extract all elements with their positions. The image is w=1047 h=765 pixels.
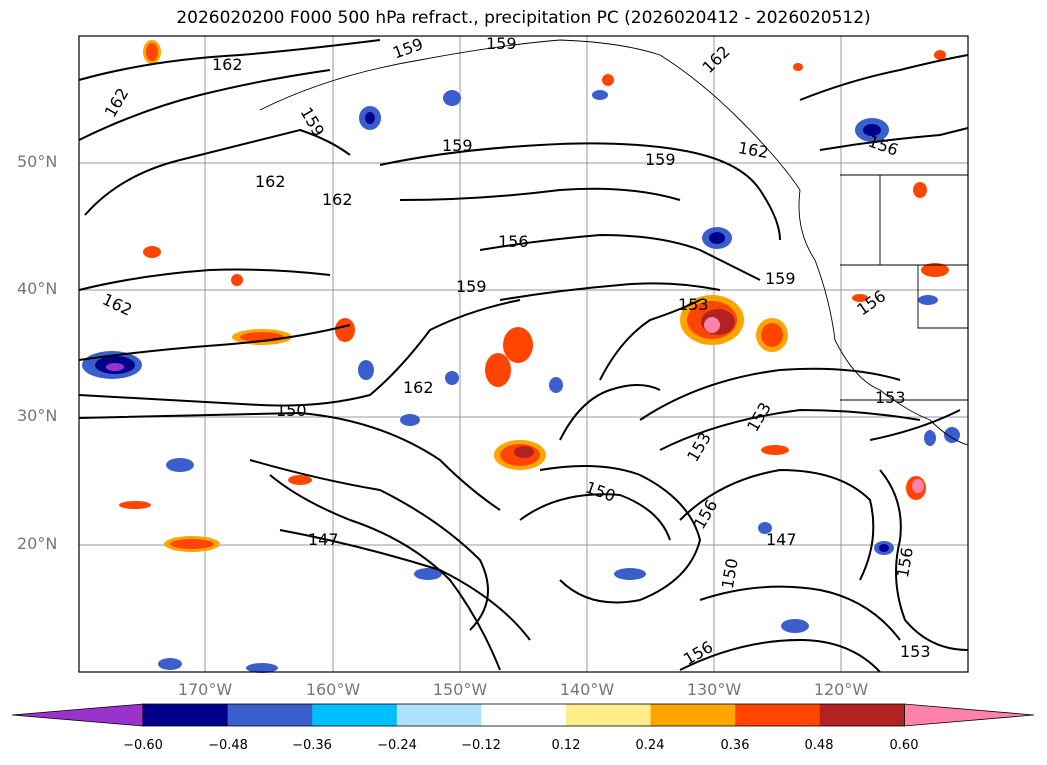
colorbar-tick-label: −0.36 (292, 738, 332, 753)
colorbar-tick-label: 0.48 (804, 738, 834, 753)
map-title: 2026020200 F000 500 hPa refract., precip… (176, 8, 871, 28)
colorbar-segment (650, 704, 736, 726)
lon-label: 130°W (686, 680, 742, 699)
colorbar-segment (396, 704, 482, 726)
contour-label: 150 (276, 401, 307, 420)
refractivity-contours (78, 39, 969, 673)
colorbar-tick-label: 0.12 (551, 738, 581, 753)
colorbar-segment (227, 704, 313, 726)
colorbar-segment (566, 704, 652, 726)
lon-label: 170°W (177, 680, 233, 699)
colorbar-segment (735, 704, 821, 726)
contour-label: 159 (486, 34, 517, 53)
lat-label: 50°N (17, 152, 58, 171)
colorbar-tick-label: 0.36 (720, 738, 750, 753)
lat-label: 20°N (17, 534, 58, 553)
lon-label: 160°W (305, 680, 361, 699)
contour-label: 162 (212, 55, 243, 74)
contour-label: 153 (678, 295, 709, 314)
contour-label: 147 (766, 530, 797, 549)
contour-label: 156 (498, 232, 529, 251)
colorbar-segment (819, 704, 905, 726)
colorbar-segment (481, 704, 567, 726)
lon-label: 150°W (432, 680, 488, 699)
coastlines (259, 39, 969, 446)
colorbar (11, 703, 1035, 727)
contour-label: 153 (900, 642, 931, 661)
colorbar-segment (312, 704, 398, 726)
contour-label: 153 (875, 388, 906, 407)
lat-label: 30°N (17, 406, 58, 425)
colorbar-tick-label: −0.24 (377, 738, 417, 753)
contour-label: 159 (645, 150, 676, 169)
lon-label: 120°W (813, 680, 869, 699)
colorbar-segment (143, 704, 229, 726)
contour-label: 159 (442, 136, 473, 155)
colorbar-tick-label: −0.60 (123, 738, 163, 753)
colorbar-tick-label: −0.12 (461, 738, 501, 753)
lon-label: 140°W (559, 680, 615, 699)
lat-label: 40°N (17, 279, 58, 298)
precip-shading (82, 40, 960, 673)
colorbar-extend-high (904, 703, 1035, 727)
colorbar-border (142, 703, 905, 727)
contour-label: 159 (765, 269, 796, 288)
contour-label: 162 (322, 190, 353, 209)
contour-label: 162 (255, 172, 286, 191)
colorbar-tick-label: 0.60 (889, 738, 919, 753)
colorbar-tick-label: 0.24 (635, 738, 665, 753)
graticule (79, 36, 968, 672)
contour-label: 162 (403, 378, 434, 397)
contour-label: 147 (308, 530, 339, 549)
map-frame (78, 35, 969, 673)
contour-label: 159 (456, 277, 487, 296)
colorbar-tick-label: −0.48 (208, 738, 248, 753)
colorbar-extend-low (11, 703, 144, 727)
